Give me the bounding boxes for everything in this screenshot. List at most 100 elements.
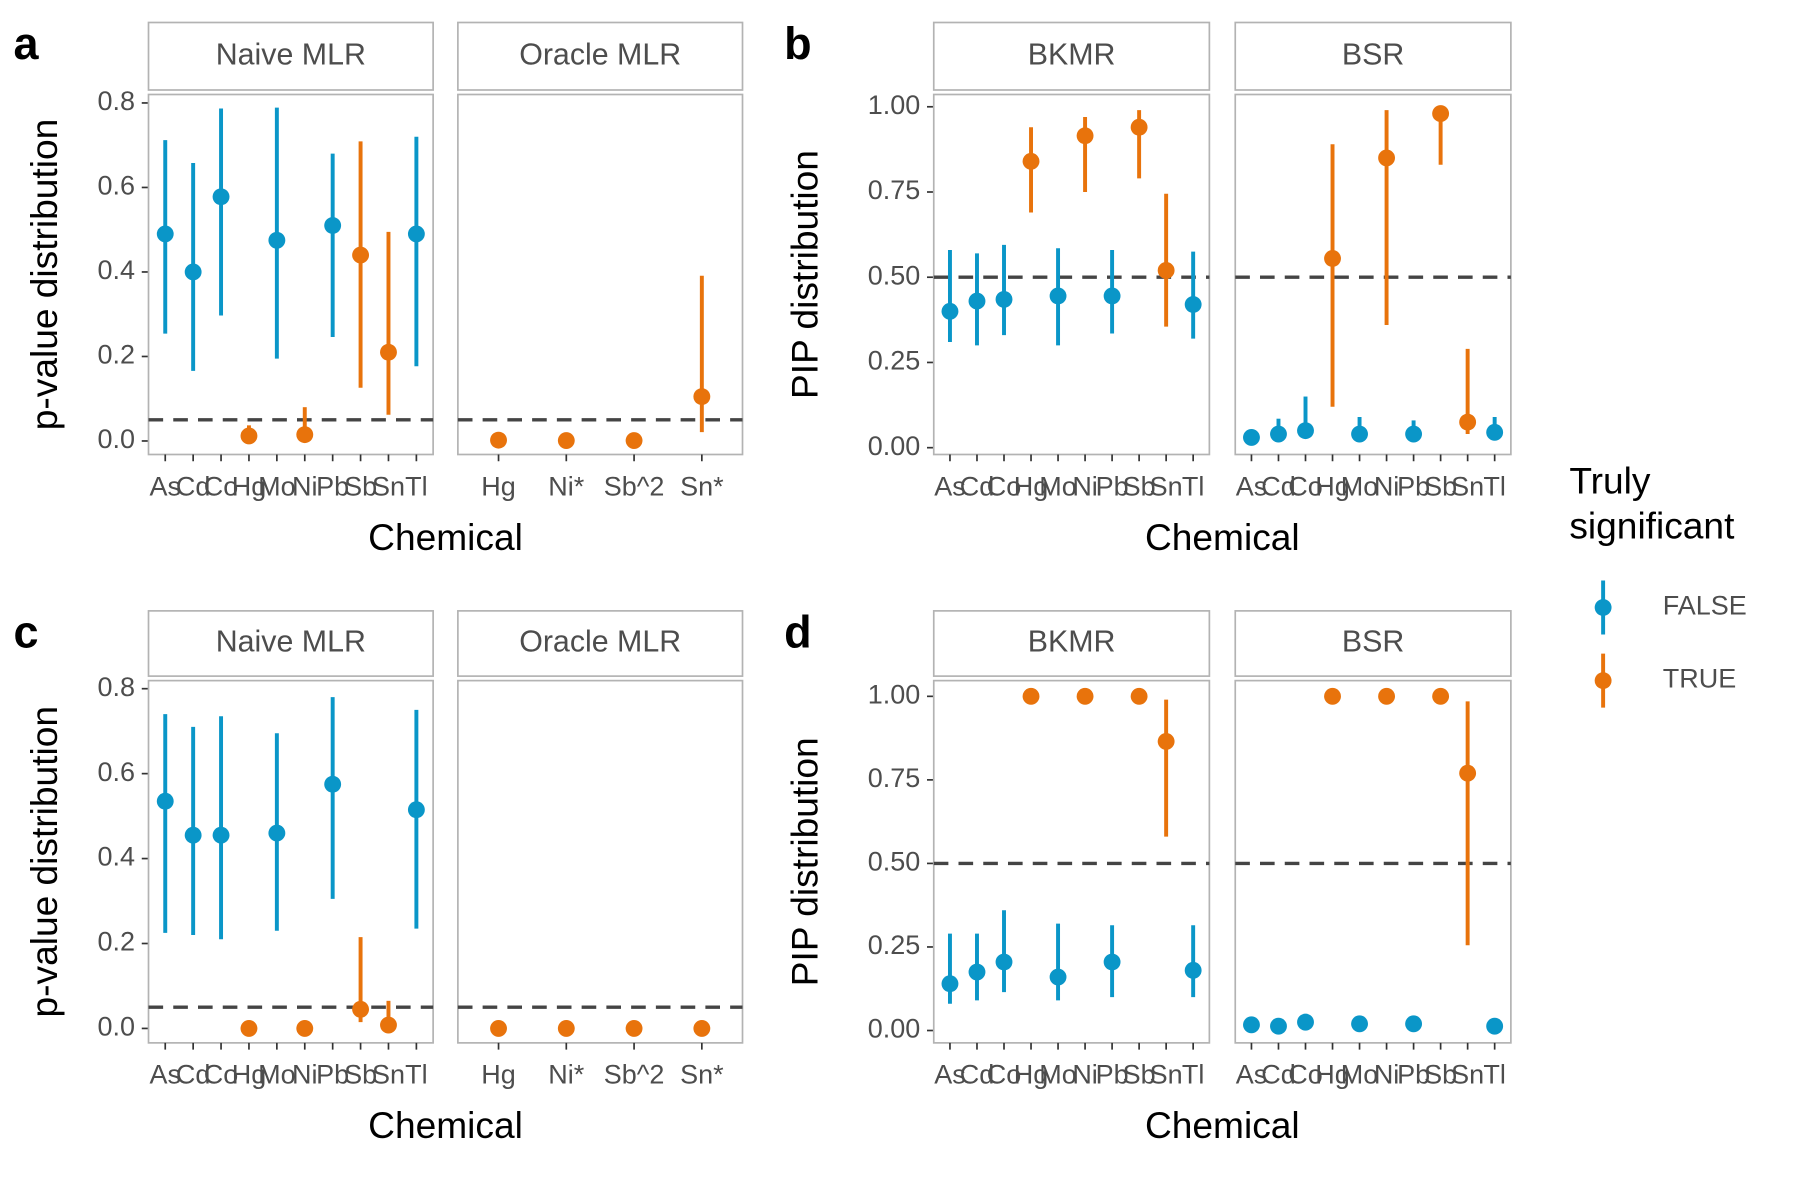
y-tick-label: 0.50 — [868, 847, 921, 877]
x-tick-label: Mo — [1039, 471, 1077, 501]
x-tick-label: Cd — [176, 471, 211, 501]
y-tick-label: 0.8 — [97, 86, 135, 116]
x-tick-label: Sn — [1451, 1060, 1484, 1090]
y-tick-label: 0.0 — [97, 1012, 135, 1042]
x-tick-label: Mo — [1341, 1060, 1379, 1090]
x-tick-label: As — [934, 1060, 966, 1090]
strip — [932, 21, 1211, 91]
x-tick-label: As — [149, 471, 181, 501]
point — [995, 290, 1013, 308]
y-tick-label: 1.00 — [868, 90, 921, 120]
strip — [147, 21, 434, 91]
y-tick-label: 0.4 — [97, 255, 135, 285]
legend-glyph — [1594, 672, 1612, 690]
point — [1049, 287, 1067, 305]
x-tick-label: As — [149, 1060, 181, 1090]
panel-border — [147, 93, 434, 456]
y-tick-label: 0.4 — [97, 842, 135, 872]
point — [557, 1019, 575, 1037]
point — [1324, 687, 1341, 705]
point — [1405, 1015, 1423, 1033]
x-tick-label: Cd — [1261, 471, 1296, 501]
x-axis-title: Chemical — [368, 1104, 523, 1146]
x-tick-label: Pb — [1397, 471, 1430, 501]
y-tick-label: 0.6 — [97, 757, 135, 787]
panel-border — [147, 679, 434, 1044]
point — [1157, 261, 1175, 279]
x-tick-label: Co — [1288, 1060, 1323, 1090]
point — [1076, 127, 1094, 145]
point — [324, 217, 342, 234]
x-tick-label: Ni — [1374, 471, 1399, 501]
x-tick-label: Ni — [292, 471, 317, 501]
x-tick-label: Sb — [344, 471, 377, 501]
point — [693, 1019, 711, 1037]
point — [1351, 425, 1368, 443]
x-tick-label: Sn — [372, 471, 405, 501]
y-axis-title: p-value distribution — [23, 706, 65, 1017]
legend-glyph — [1594, 599, 1612, 616]
point — [1378, 687, 1396, 705]
y-tick-label: 0.0 — [97, 424, 135, 454]
x-tick-label: Hg — [481, 471, 515, 501]
x-axis-title: Chemical — [368, 516, 523, 558]
point — [1351, 1015, 1368, 1033]
point — [352, 246, 370, 264]
x-tick-label: Ni* — [548, 1060, 584, 1090]
point — [1076, 687, 1094, 705]
x-tick-label: Co — [987, 471, 1022, 501]
x-tick-label: Hg — [1014, 471, 1048, 501]
point — [1486, 423, 1504, 441]
x-tick-label: Sn — [1150, 471, 1183, 501]
panel-border — [932, 93, 1211, 456]
point — [1486, 1017, 1504, 1035]
x-tick-label: Co — [204, 471, 239, 501]
point — [1022, 152, 1040, 170]
point — [380, 343, 397, 361]
x-tick-label: Pb — [1096, 1060, 1129, 1090]
x-tick-label: Mo — [1039, 1060, 1077, 1090]
point — [968, 292, 986, 310]
point — [995, 953, 1013, 971]
strip-title: BSR — [1342, 38, 1404, 71]
point — [1130, 687, 1148, 705]
x-tick-label: Cd — [960, 1060, 994, 1090]
point — [1432, 105, 1450, 123]
x-tick-label: Pb — [316, 471, 349, 501]
x-tick-label: Ni — [1072, 471, 1097, 501]
x-tick-label: Tl — [1182, 1060, 1204, 1090]
x-tick-label: As — [1236, 471, 1268, 501]
point — [1103, 287, 1121, 305]
legend-title: Truly significant — [1569, 460, 1735, 547]
x-tick-label: Ni — [1374, 1060, 1399, 1090]
panel-border — [457, 679, 744, 1044]
point — [1459, 413, 1477, 431]
x-tick-label: Tl — [405, 471, 427, 501]
panel-label: d — [784, 607, 811, 658]
point — [1184, 961, 1202, 979]
x-tick-label: Cd — [1261, 1060, 1296, 1090]
point — [268, 231, 286, 249]
point — [212, 188, 230, 206]
panel-border — [1234, 93, 1512, 456]
x-tick-label: Mo — [1341, 471, 1379, 501]
strip — [932, 610, 1211, 677]
point — [324, 775, 342, 793]
y-tick-label: 0.25 — [868, 930, 921, 960]
y-tick-label: 0.75 — [868, 763, 921, 793]
x-tick-label: Hg — [481, 1060, 515, 1090]
point — [1297, 422, 1314, 440]
panel-label: c — [14, 607, 39, 658]
point — [1184, 296, 1202, 313]
point — [407, 225, 425, 243]
y-tick-label: 0.8 — [97, 672, 135, 702]
point — [1157, 733, 1175, 750]
y-axis-title: p-value distribution — [23, 119, 65, 430]
y-tick-label: 0.00 — [868, 431, 921, 461]
x-tick-label: Hg — [1315, 471, 1350, 501]
point — [1243, 1016, 1260, 1034]
point — [1405, 425, 1423, 443]
x-axis-title: Chemical — [1145, 1104, 1300, 1146]
